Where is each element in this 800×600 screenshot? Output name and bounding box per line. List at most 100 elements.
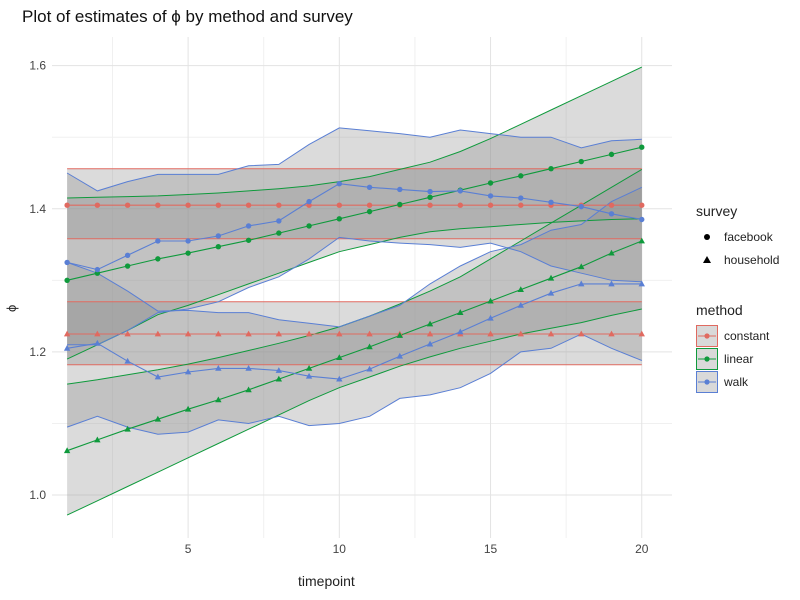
point-linear-household bbox=[426, 320, 434, 327]
point-constant-facebook bbox=[336, 202, 343, 208]
point-linear-household bbox=[215, 396, 222, 403]
point-constant-household bbox=[184, 330, 192, 337]
point-linear-facebook bbox=[639, 144, 645, 150]
ribbon-linear-household bbox=[67, 169, 642, 516]
point-walk-household bbox=[275, 367, 283, 373]
point-linear-facebook bbox=[276, 230, 282, 236]
point-walk-household bbox=[426, 340, 434, 347]
x-axis-label: timepoint bbox=[298, 573, 355, 589]
ribbon-edge-lower-walk-household bbox=[66, 333, 642, 435]
point-walk-facebook bbox=[64, 259, 70, 266]
legend-label: constant bbox=[724, 328, 770, 343]
ribbon-linear-facebook bbox=[67, 67, 642, 360]
point-linear-household bbox=[608, 249, 615, 256]
point-walk-household bbox=[578, 280, 585, 287]
legend-label: linear bbox=[724, 351, 754, 366]
point-walk-facebook bbox=[94, 266, 101, 273]
point-walk-household bbox=[215, 364, 222, 371]
point-constant-facebook bbox=[64, 202, 70, 208]
point-linear-household bbox=[245, 386, 252, 393]
point-walk-facebook bbox=[366, 184, 373, 190]
line-swatch-icon bbox=[696, 347, 718, 370]
point-walk-facebook bbox=[548, 199, 554, 206]
point-walk-facebook bbox=[487, 193, 494, 199]
legend-survey: survey facebook household bbox=[696, 203, 779, 271]
point-constant-household bbox=[305, 330, 313, 337]
point-linear-household bbox=[154, 415, 162, 422]
point-constant-household bbox=[638, 330, 645, 337]
point-linear-household bbox=[396, 332, 404, 338]
point-linear-household bbox=[275, 375, 283, 382]
point-constant-household bbox=[154, 330, 162, 337]
point-constant-facebook bbox=[427, 202, 433, 208]
point-walk-household bbox=[396, 352, 404, 359]
y-tick-label: 1.6 bbox=[29, 59, 46, 73]
point-walk-household bbox=[154, 373, 162, 380]
point-walk-facebook bbox=[155, 238, 161, 244]
point-linear-household bbox=[63, 447, 71, 454]
point-linear-facebook bbox=[245, 237, 252, 243]
ribbon-constant-household bbox=[67, 301, 642, 365]
legend-label: facebook bbox=[724, 229, 773, 244]
legend-method: method constant linear walk bbox=[696, 302, 769, 393]
point-linear-household bbox=[184, 405, 192, 412]
ribbon-edge-lower-linear-facebook bbox=[66, 218, 642, 360]
point-linear-household bbox=[366, 343, 373, 350]
point-constant-facebook bbox=[639, 202, 645, 208]
point-linear-household bbox=[94, 436, 101, 443]
x-tick-label: 15 bbox=[484, 542, 498, 556]
x-tick-label: 10 bbox=[333, 542, 347, 556]
legend-method-title: method bbox=[696, 302, 743, 318]
point-constant-facebook bbox=[518, 202, 524, 208]
point-linear-facebook bbox=[548, 165, 554, 172]
point-walk-facebook bbox=[578, 203, 584, 210]
point-walk-household bbox=[63, 344, 71, 351]
point-linear-facebook bbox=[306, 223, 312, 229]
point-walk-facebook bbox=[245, 223, 252, 229]
point-linear-household bbox=[547, 274, 555, 281]
legend-label: walk bbox=[724, 374, 749, 389]
point-constant-facebook bbox=[487, 202, 494, 208]
point-walk-household bbox=[336, 375, 343, 382]
y-tick-label: 1.4 bbox=[29, 202, 46, 216]
ribbon-edge-lower-linear-household bbox=[66, 308, 642, 516]
series-line-linear-household bbox=[66, 240, 643, 452]
point-constant-household bbox=[94, 330, 101, 337]
point-walk-household bbox=[638, 280, 645, 287]
point-walk-household bbox=[124, 357, 131, 364]
point-constant-facebook bbox=[608, 202, 615, 208]
point-walk-facebook bbox=[427, 188, 433, 195]
legend-survey-title: survey bbox=[696, 203, 738, 219]
point-walk-facebook bbox=[639, 216, 645, 223]
point-linear-facebook bbox=[518, 173, 524, 179]
legend-method-item-linear: linear bbox=[696, 347, 769, 370]
ribbon-walk-facebook bbox=[67, 127, 642, 345]
point-linear-facebook bbox=[64, 277, 70, 284]
legend-survey-item-facebook: facebook bbox=[696, 225, 779, 248]
point-linear-household bbox=[578, 263, 585, 270]
point-walk-household bbox=[457, 328, 464, 335]
point-constant-household bbox=[578, 330, 585, 337]
point-constant-facebook bbox=[245, 202, 252, 208]
point-linear-facebook bbox=[336, 216, 343, 222]
point-walk-household bbox=[94, 339, 101, 346]
point-constant-facebook bbox=[457, 202, 463, 208]
point-walk-household bbox=[608, 280, 615, 287]
x-tick-label: 20 bbox=[635, 542, 649, 556]
series-line-walk-household bbox=[67, 283, 642, 380]
series-line-linear-facebook bbox=[66, 146, 642, 281]
point-walk-facebook bbox=[306, 198, 312, 205]
y-tick-label: 1.2 bbox=[29, 345, 46, 359]
point-walk-household bbox=[305, 372, 313, 379]
point-linear-household bbox=[487, 297, 494, 304]
point-linear-household bbox=[638, 237, 645, 244]
x-tick-label: 5 bbox=[185, 542, 192, 556]
point-walk-household bbox=[184, 368, 192, 375]
ribbon-edge-upper-walk-household bbox=[66, 186, 643, 328]
point-constant-facebook bbox=[215, 202, 222, 208]
point-constant-household bbox=[124, 330, 131, 337]
ribbon-edge-lower-walk-facebook bbox=[67, 236, 642, 346]
point-walk-household bbox=[547, 289, 555, 296]
point-walk-facebook bbox=[215, 233, 222, 239]
